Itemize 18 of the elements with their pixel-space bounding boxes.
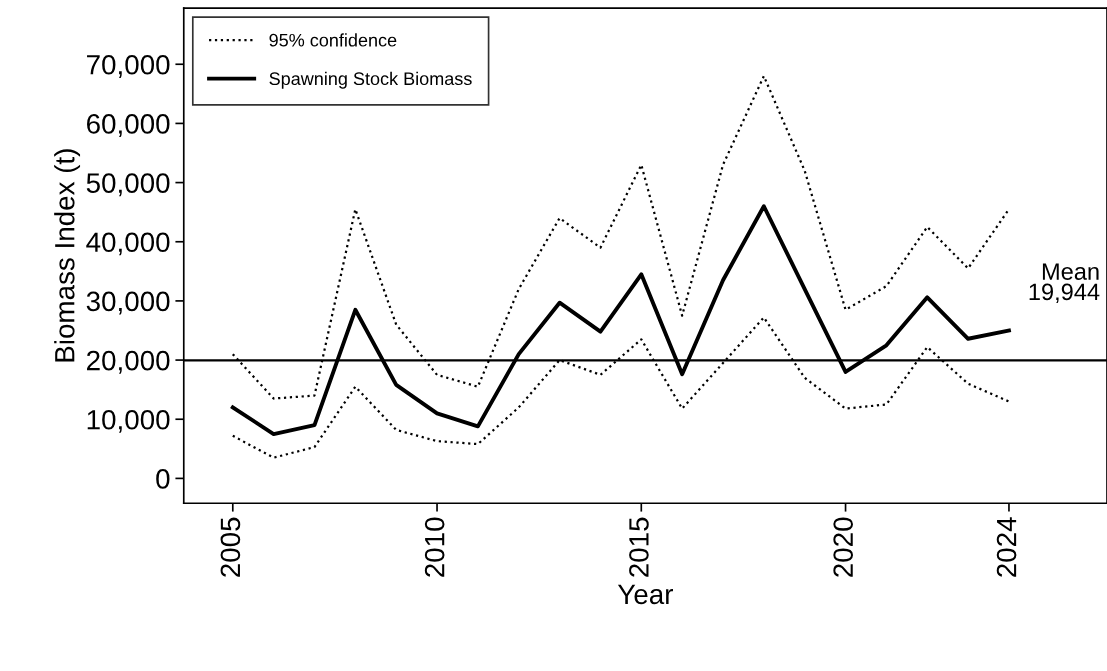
y-axis-title: Biomass Index (t) (54, 149, 81, 362)
y-tick-label: 50,000 (86, 173, 170, 197)
x-axis-title: Year (617, 584, 673, 605)
legend-label: Spawning Stock Biomass (269, 71, 472, 89)
y-tick-label: 10,000 (87, 409, 170, 433)
x-tick-label: 2024 (996, 517, 1017, 577)
legend-label: 95% confidence (269, 33, 397, 47)
y-tick-label: 20,000 (87, 350, 170, 374)
x-tick-label: 2020 (833, 517, 854, 577)
x-tick-label: 2005 (220, 517, 241, 577)
y-tick-label: 0 (156, 469, 170, 489)
x-tick-label: 2010 (424, 517, 445, 577)
y-tick-label: 70,000 (87, 54, 170, 78)
y-tick-label: 40,000 (86, 232, 170, 256)
x-tick-label: 2015 (629, 517, 649, 577)
y-tick-label: 60,000 (87, 114, 170, 138)
ref-line-label: Mean 19,944 (1029, 263, 1100, 303)
y-tick-label: 30,000 (86, 291, 170, 315)
